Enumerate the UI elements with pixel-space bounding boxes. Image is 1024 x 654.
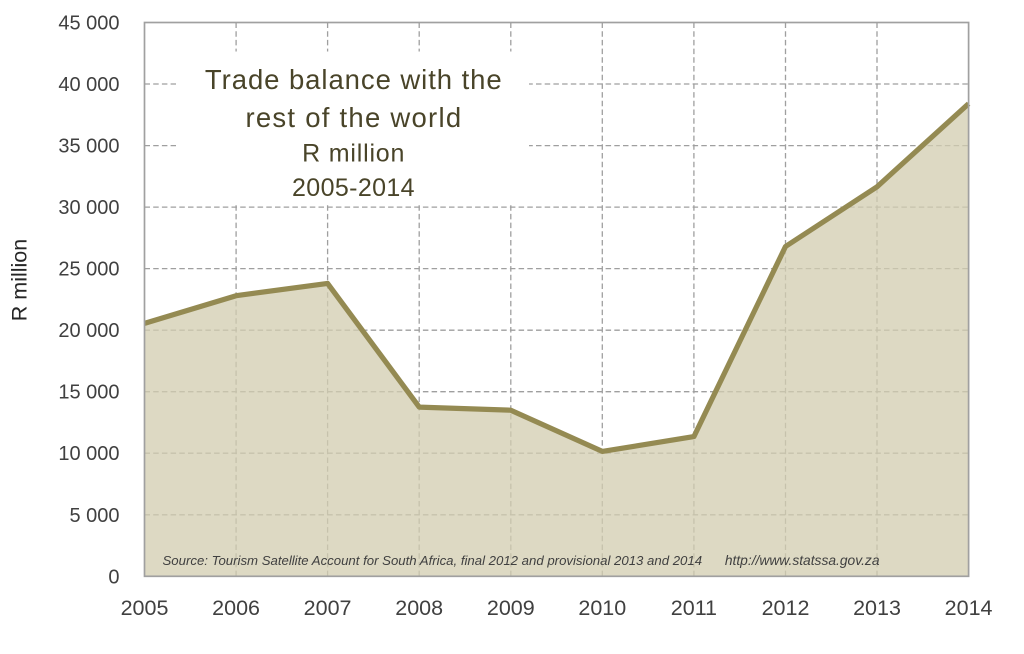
svg-text:40 000: 40 000 (58, 74, 119, 96)
svg-text:25 000: 25 000 (58, 259, 119, 281)
svg-text:2006: 2006 (212, 596, 260, 620)
svg-text:35 000: 35 000 (58, 136, 119, 158)
svg-text:2007: 2007 (304, 596, 352, 620)
svg-text:2005: 2005 (121, 596, 169, 620)
svg-text:15 000: 15 000 (58, 382, 119, 404)
svg-text:2011: 2011 (671, 596, 717, 620)
svg-text:2009: 2009 (487, 596, 535, 620)
svg-text:30 000: 30 000 (58, 197, 119, 219)
svg-text:2013: 2013 (853, 596, 901, 620)
svg-text:rest of the world: rest of the world (245, 102, 462, 133)
svg-text:0: 0 (108, 566, 119, 588)
svg-text:45 000: 45 000 (58, 13, 119, 35)
svg-text:R million: R million (8, 239, 32, 321)
svg-text:5 000: 5 000 (69, 505, 119, 527)
svg-text:20 000: 20 000 (58, 320, 119, 342)
svg-text:2008: 2008 (395, 596, 443, 620)
svg-text:Source: Tourism Satellite Acco: Source: Tourism Satellite Account for So… (163, 553, 703, 568)
svg-text:2014: 2014 (945, 596, 993, 620)
svg-text:10 000: 10 000 (58, 443, 119, 465)
svg-text:2005-2014: 2005-2014 (292, 174, 415, 202)
svg-text:2012: 2012 (762, 596, 810, 620)
svg-text:R million: R million (302, 139, 405, 167)
svg-text:Trade balance with the: Trade balance with the (205, 64, 503, 95)
svg-text:2010: 2010 (578, 596, 626, 620)
svg-text:http://www.statssa.gov.za: http://www.statssa.gov.za (725, 553, 880, 568)
